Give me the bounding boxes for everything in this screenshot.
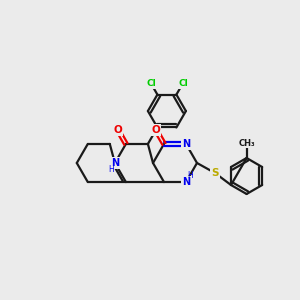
Text: Cl: Cl	[178, 79, 188, 88]
Text: O: O	[152, 125, 160, 135]
Text: H: H	[187, 171, 193, 180]
Text: O: O	[113, 125, 122, 135]
Text: N: N	[111, 158, 119, 168]
Text: N: N	[182, 177, 190, 187]
Text: H: H	[108, 166, 114, 175]
Text: S: S	[211, 168, 219, 178]
Text: N: N	[182, 139, 190, 149]
Text: Cl: Cl	[146, 79, 156, 88]
Text: CH₃: CH₃	[238, 139, 255, 148]
